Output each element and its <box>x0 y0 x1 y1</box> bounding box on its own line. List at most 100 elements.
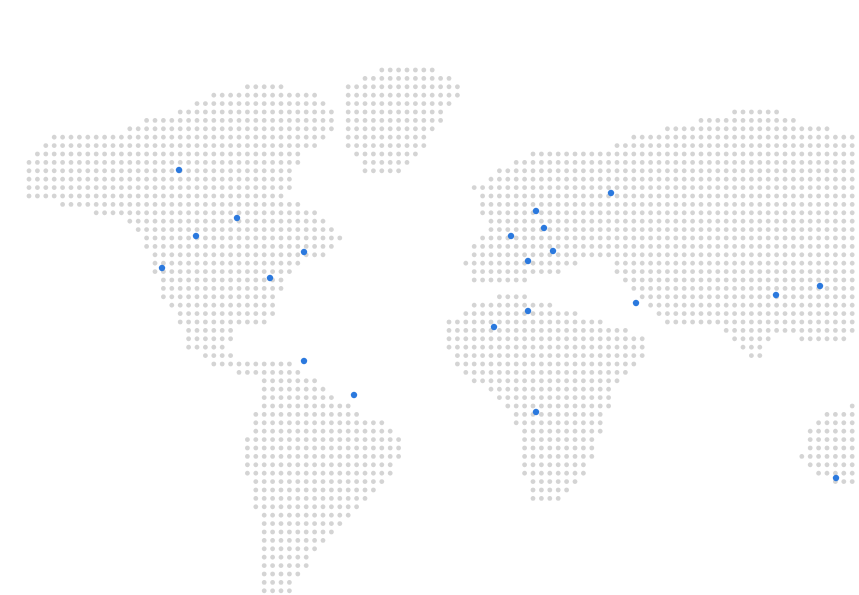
land-dot <box>169 277 175 283</box>
land-dot <box>564 420 569 426</box>
land-dot <box>253 504 259 510</box>
land-dot <box>765 143 771 149</box>
land-dot <box>345 462 351 468</box>
marker-uk[interactable] <box>507 232 515 240</box>
land-dot <box>564 160 569 165</box>
land-dot <box>287 126 292 132</box>
land-dot <box>345 437 351 442</box>
land-dot <box>329 126 334 132</box>
land-dot <box>648 218 653 224</box>
land-dot <box>421 109 427 115</box>
land-dot <box>303 496 309 501</box>
marker-central-america[interactable] <box>300 357 308 365</box>
land-dot <box>287 445 292 451</box>
land-dot <box>253 462 259 468</box>
land-dot <box>287 101 292 106</box>
land-dot <box>807 311 813 316</box>
land-dot <box>270 487 275 493</box>
land-dot <box>463 361 469 367</box>
land-dot <box>740 286 746 291</box>
land-dot <box>203 286 208 291</box>
land-dot <box>194 202 200 207</box>
land-dot <box>396 134 401 140</box>
land-dot <box>791 227 796 233</box>
marker-west-africa[interactable] <box>490 323 498 331</box>
marker-alaska[interactable] <box>175 166 183 174</box>
land-dot <box>522 361 527 367</box>
land-dot <box>564 193 569 199</box>
land-dot <box>690 286 695 291</box>
marker-japan[interactable] <box>816 282 824 290</box>
marker-italy[interactable] <box>549 247 557 255</box>
land-dot <box>757 160 763 165</box>
land-dot <box>833 185 838 191</box>
land-dot <box>849 328 855 333</box>
land-dot <box>270 168 275 174</box>
land-dot <box>177 277 183 283</box>
marker-australia[interactable] <box>832 474 840 482</box>
land-dot <box>245 126 250 132</box>
land-dot <box>270 428 275 434</box>
land-dot <box>497 370 502 375</box>
marker-iberia[interactable] <box>524 257 532 265</box>
land-dot <box>480 336 485 342</box>
marker-scandinavia[interactable] <box>532 207 540 215</box>
land-dot <box>539 218 544 224</box>
land-dot <box>513 370 519 375</box>
land-dot <box>833 277 838 283</box>
land-dot <box>270 479 275 484</box>
marker-central-europe[interactable] <box>540 224 548 232</box>
land-dot <box>60 160 65 165</box>
land-dot <box>849 244 855 249</box>
land-dot <box>513 311 519 316</box>
land-dot <box>287 269 292 274</box>
land-dot <box>261 109 267 115</box>
land-dot <box>320 252 326 258</box>
land-dot <box>606 244 611 249</box>
marker-central-canada[interactable] <box>233 214 241 222</box>
land-dot <box>261 185 267 191</box>
land-dot <box>564 260 569 266</box>
land-dot <box>681 252 687 258</box>
land-dot <box>530 403 536 409</box>
land-dot <box>287 437 292 442</box>
land-dot <box>656 202 662 207</box>
land-dot <box>833 227 838 233</box>
land-dot <box>631 227 637 233</box>
marker-southeast-us[interactable] <box>266 274 274 282</box>
land-dot <box>119 176 124 182</box>
marker-california[interactable] <box>158 264 166 272</box>
marker-middle-east[interactable] <box>632 299 640 307</box>
marker-north-africa[interactable] <box>524 307 532 315</box>
marker-brazil[interactable] <box>350 391 358 399</box>
land-dot <box>194 134 200 140</box>
land-dot <box>245 227 250 233</box>
marker-western-canada[interactable] <box>192 232 200 240</box>
land-dot <box>497 336 502 342</box>
land-dot <box>68 185 74 191</box>
land-dot <box>749 344 754 350</box>
land-dot <box>782 286 788 291</box>
land-dot <box>757 277 763 283</box>
land-dot <box>261 361 267 367</box>
land-dot <box>623 277 628 283</box>
marker-east-asia[interactable] <box>772 291 780 299</box>
land-dot <box>740 118 746 123</box>
land-dot <box>656 235 662 241</box>
land-dot <box>228 277 234 283</box>
marker-central-africa[interactable] <box>532 408 540 416</box>
land-dot <box>572 328 578 333</box>
land-dot <box>295 420 301 426</box>
marker-russia[interactable] <box>607 189 615 197</box>
land-dot <box>371 134 376 140</box>
land-dot <box>631 235 637 241</box>
land-dot <box>749 244 754 249</box>
land-dot <box>135 202 141 207</box>
land-dot <box>665 235 670 241</box>
land-dot <box>219 336 225 342</box>
marker-eastern-canada[interactable] <box>300 248 308 256</box>
land-dot <box>597 193 603 199</box>
land-dot <box>438 109 443 115</box>
land-dot <box>135 176 141 182</box>
land-dot <box>177 227 183 233</box>
